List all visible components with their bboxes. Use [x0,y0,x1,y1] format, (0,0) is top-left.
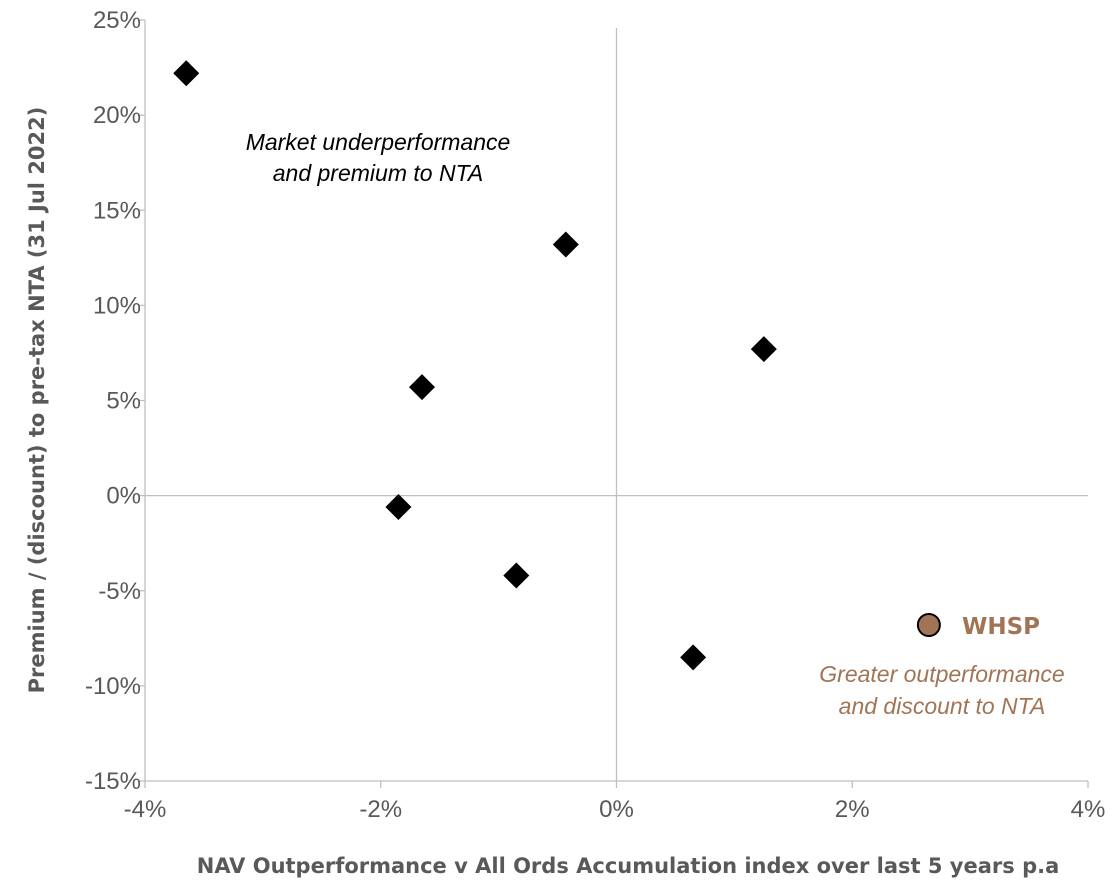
y-tick-label: 20% [93,102,141,129]
x-tick-label: 2% [835,796,870,823]
highlight-point [916,612,941,637]
x-tick-label: 0% [599,796,634,823]
data-point [173,60,200,87]
annotation-underperformance-line-1: Market underperformance [246,129,511,155]
data-point [680,644,707,671]
axes [138,19,1089,788]
reference-lines [145,28,1088,781]
x-tick-label: -4% [124,796,167,823]
highlight-point-label: WHSP [962,614,1040,640]
y-tick-label: 5% [106,388,141,415]
annotation-outperformance-line-1: Greater outperformance [819,661,1064,687]
data-point [552,231,579,258]
annotation-underperformance: Market underperformance and premium to N… [246,129,511,186]
data-point [750,336,777,363]
y-tick-label: -10% [85,673,141,700]
y-tick-label: 0% [106,483,141,510]
annotation-underperformance-line-2: and premium to NTA [273,160,483,186]
data-points [173,60,941,671]
x-tick-label: -2% [359,796,402,823]
y-tick-label: 15% [93,197,141,224]
y-tick-label: -5% [98,578,141,605]
y-tick-labels: -15% -10% -5% 0% 5% 10% 15% 20% 25% [85,7,141,795]
y-tick-label: 25% [93,7,141,34]
data-point [409,374,436,401]
data-point [385,494,412,521]
annotation-outperformance-line-2: and discount to NTA [839,693,1046,719]
x-tick-label: 4% [1071,796,1106,823]
x-axis-title: NAV Outperformance v All Ords Accumulati… [197,854,1060,878]
y-axis-title: Premium / (discount) to pre-tax NTA (31 … [25,107,49,694]
y-tick-label: -15% [85,768,141,795]
data-point [503,562,530,589]
y-tick-label: 10% [93,292,141,319]
annotation-outperformance: Greater outperformance and discount to N… [819,661,1064,719]
x-tick-labels: -4% -2% 0% 2% 4% [124,796,1106,823]
